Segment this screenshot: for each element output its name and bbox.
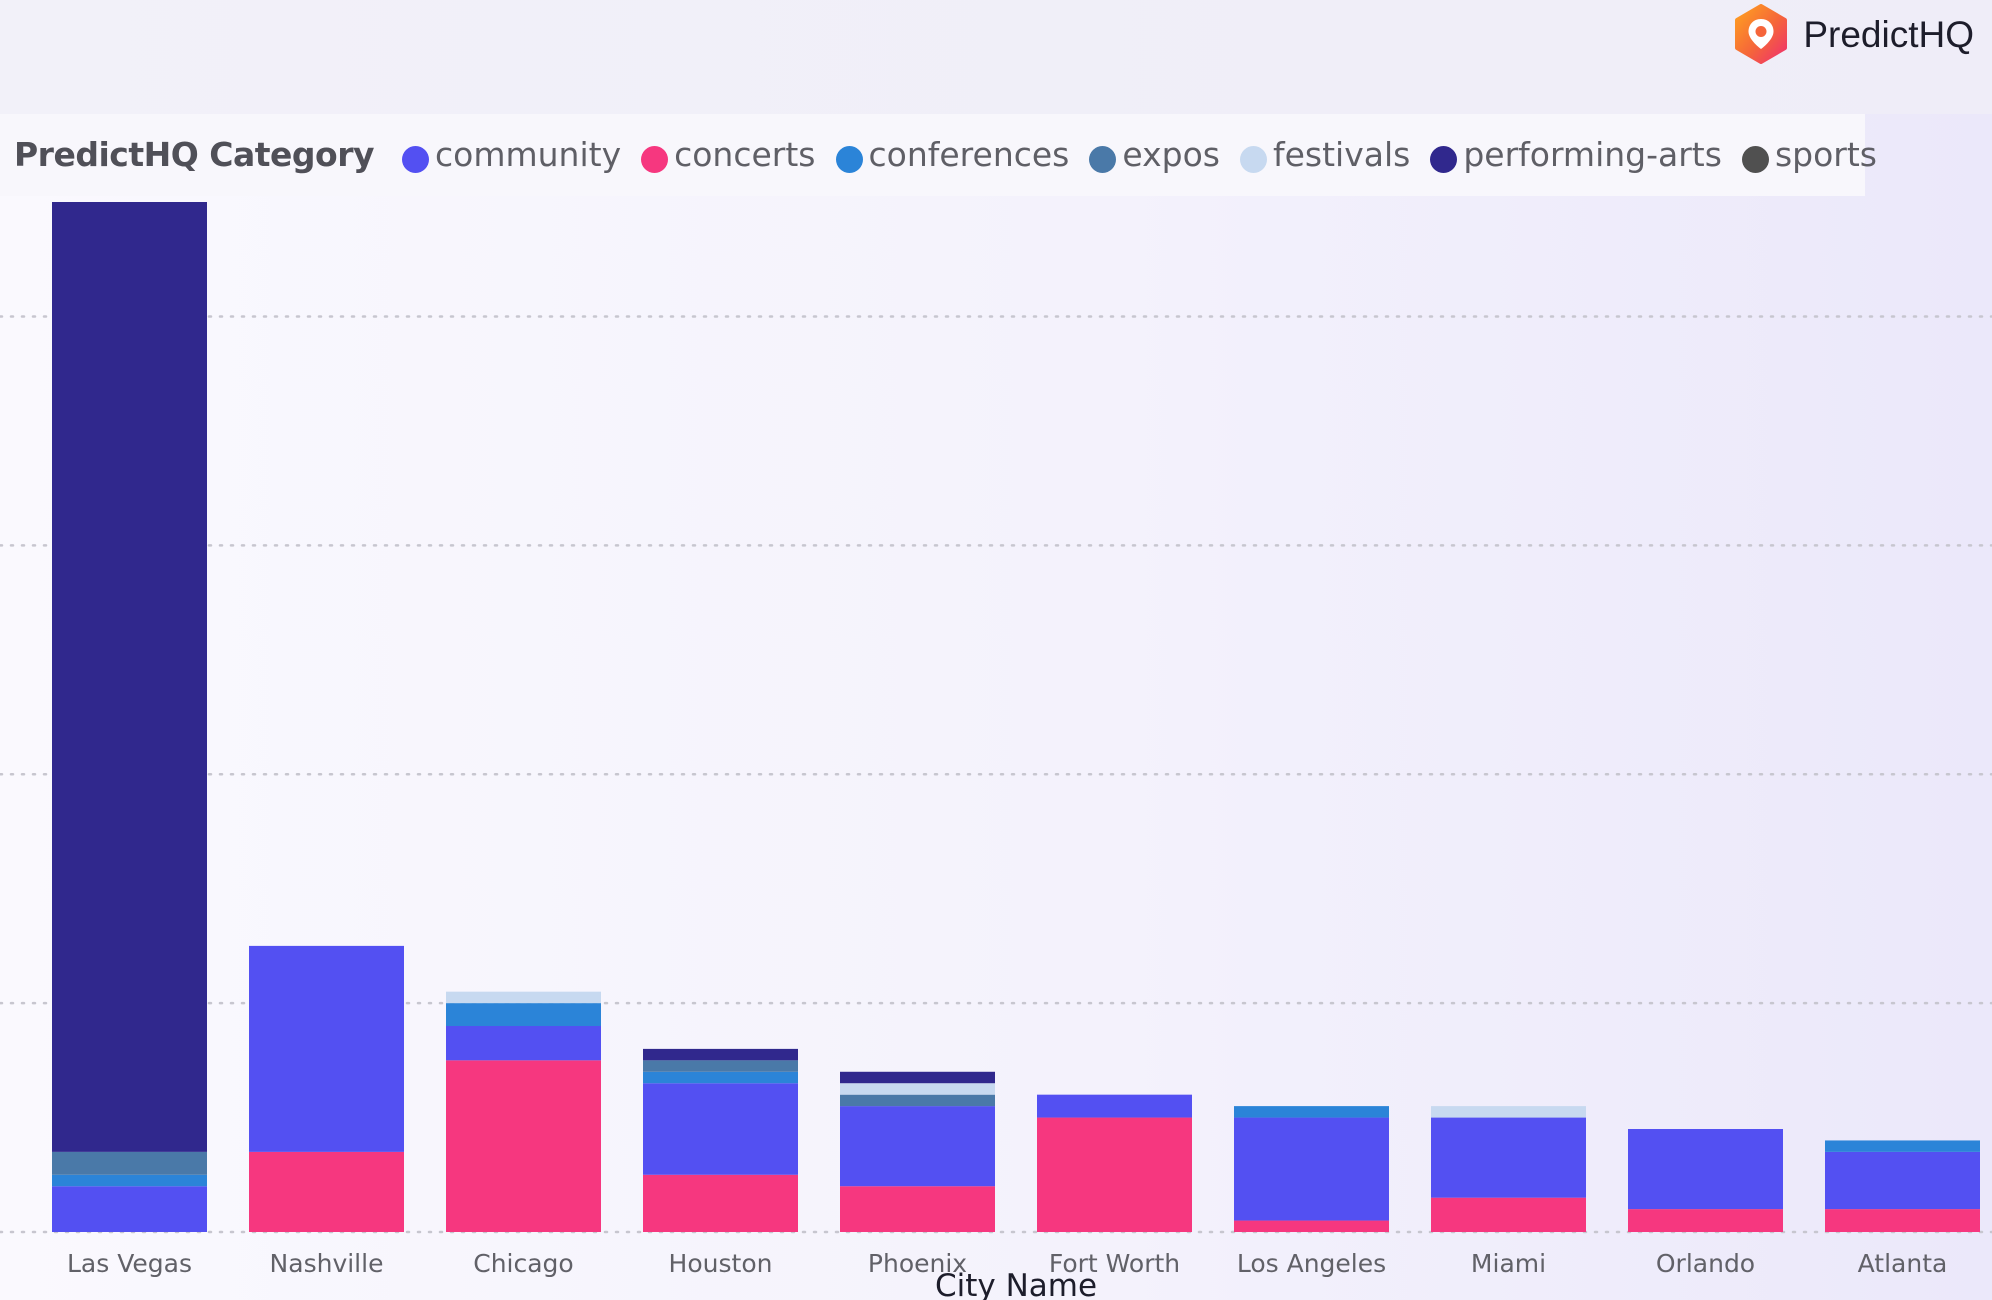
bar-segment-community[interactable] [1825,1151,1980,1210]
bar-segment-concerts[interactable] [446,1060,601,1232]
chart-legend: PredictHQ Category community concerts conf… [14,122,1897,186]
header-band [0,0,1992,114]
x-tick-label: Phoenix [868,1249,967,1278]
bar-segment-community[interactable] [1431,1117,1586,1198]
bar-segment-performing-arts[interactable] [840,1071,995,1084]
bar-segment-concerts[interactable] [1628,1209,1783,1232]
bar-segment-conferences[interactable] [1825,1140,1980,1152]
bar-segment-concerts[interactable] [1825,1209,1980,1232]
legend-swatch [1741,145,1769,173]
legend-label: concerts [674,134,816,174]
legend-swatch [641,145,669,173]
bar-segment-conferences[interactable] [643,1071,798,1084]
legend-swatch [835,145,863,173]
legend-swatch [1430,145,1458,173]
x-axis-title: City Name [935,1268,1097,1300]
legend-label: community [435,134,622,174]
brand-logo: PredictHQ [1733,0,1974,70]
bar-segment-community[interactable] [643,1083,798,1175]
x-tick-label: Miami [1471,1249,1546,1278]
legend-item-sports[interactable]: sports [1741,134,1877,174]
legend-swatch [402,145,429,173]
legend-title: PredictHQ Category [14,134,375,174]
legend-item-expos[interactable]: expos [1089,135,1220,174]
bar-segment-festivals[interactable] [840,1083,995,1095]
bar-segment-performing-arts[interactable] [643,1048,798,1061]
legend-label: expos [1122,134,1220,174]
bar-segment-concerts[interactable] [1234,1220,1389,1232]
bar-segment-expos[interactable] [840,1094,995,1107]
bar-segment-conferences[interactable] [446,1003,601,1026]
legend-item-performing-arts[interactable]: performing-arts [1430,135,1722,174]
bar-segment-festivals[interactable] [1431,1106,1586,1118]
legend-swatch [1239,145,1267,173]
bar-segment-performing-arts[interactable] [52,202,207,1152]
bar-segment-concerts[interactable] [1037,1117,1192,1232]
legend-label: conferences [868,134,1070,174]
x-tick-label: Fort Worth [1049,1249,1180,1278]
legend-item-community[interactable]: community [402,135,621,174]
x-tick-label: Las Vegas [67,1249,192,1278]
legend-label: performing-arts [1463,134,1722,174]
bar-segment-community[interactable] [1628,1129,1783,1210]
x-tick-label: Atlanta [1858,1249,1948,1278]
chart-bars [52,202,1980,1232]
legend-item-conferences[interactable]: conferences [835,134,1070,174]
bar-segment-community[interactable] [1037,1094,1192,1118]
bar-segment-expos[interactable] [52,1151,207,1175]
bar-segment-community[interactable] [840,1106,995,1187]
bar-segment-conferences[interactable] [52,1174,207,1187]
legend-swatch [1089,145,1117,173]
brand-name: PredictHQ [1803,14,1974,55]
bar-segment-community[interactable] [446,1026,601,1061]
x-tick-label: Chicago [473,1249,573,1278]
x-axis-ticks: Las Vegas Nashville Chicago Houston Phoenix F… [67,1249,1947,1278]
bar-segment-concerts[interactable] [1431,1197,1586,1232]
bar-segment-community[interactable] [52,1186,207,1232]
legend-item-concerts[interactable]: concerts [641,134,816,174]
bar-segment-community[interactable] [249,945,404,1152]
legend-label: festivals [1272,134,1411,174]
legend-label: sports [1774,134,1877,174]
x-tick-label: Houston [669,1249,773,1278]
bar-segment-concerts[interactable] [840,1186,995,1232]
bar-segment-concerts[interactable] [643,1174,798,1232]
legend-band [0,114,1865,196]
bar-segment-expos[interactable] [643,1060,798,1072]
x-tick-label: Los Angeles [1237,1249,1386,1278]
x-tick-label: Orlando [1656,1249,1755,1278]
legend-item-festivals[interactable]: festivals [1239,134,1411,174]
bar-segment-concerts[interactable] [249,1151,404,1232]
bar-segment-festivals[interactable] [446,991,601,1004]
bar-segment-community[interactable] [1234,1117,1389,1221]
predicthq-logo-icon [1735,4,1788,64]
x-tick-label: Nashville [270,1249,384,1278]
bar-segment-conferences[interactable] [1234,1106,1389,1118]
